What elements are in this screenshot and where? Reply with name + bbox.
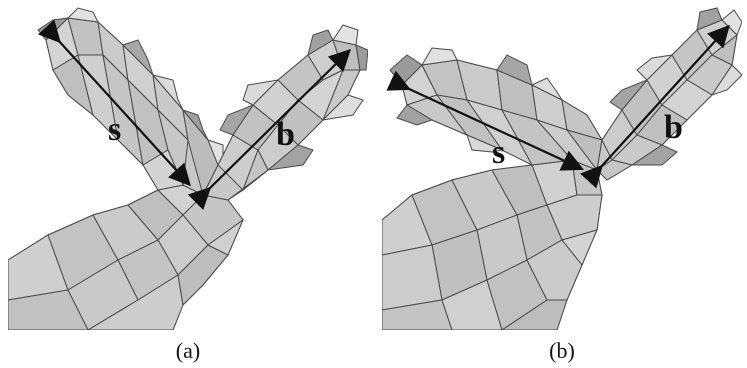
arrow-b-a	[187, 48, 352, 211]
mesh-body-b	[382, 159, 603, 330]
mesh-arm-b-b	[596, 7, 742, 181]
panel-b: s b	[382, 0, 742, 330]
arrow-s-b	[386, 70, 584, 171]
caption-b: (b)	[549, 338, 575, 363]
measure-arrows-b	[386, 24, 730, 189]
arrow-s-a	[38, 19, 191, 187]
label-b-a: b	[276, 116, 295, 153]
label-s-a: s	[108, 111, 121, 148]
panel-a: s b	[8, 0, 368, 330]
caption-a: (a)	[175, 338, 201, 363]
panel-a-mesh-svg: s b	[8, 7, 368, 330]
label-b-b: b	[664, 109, 683, 146]
measure-arrows-a	[38, 19, 352, 211]
panel-b-mesh-svg: s b	[382, 7, 742, 330]
label-s-b: s	[492, 134, 505, 171]
mesh-body-a	[8, 184, 245, 330]
mesh-arm-s-a	[37, 7, 224, 197]
arrow-b-b	[580, 24, 730, 189]
